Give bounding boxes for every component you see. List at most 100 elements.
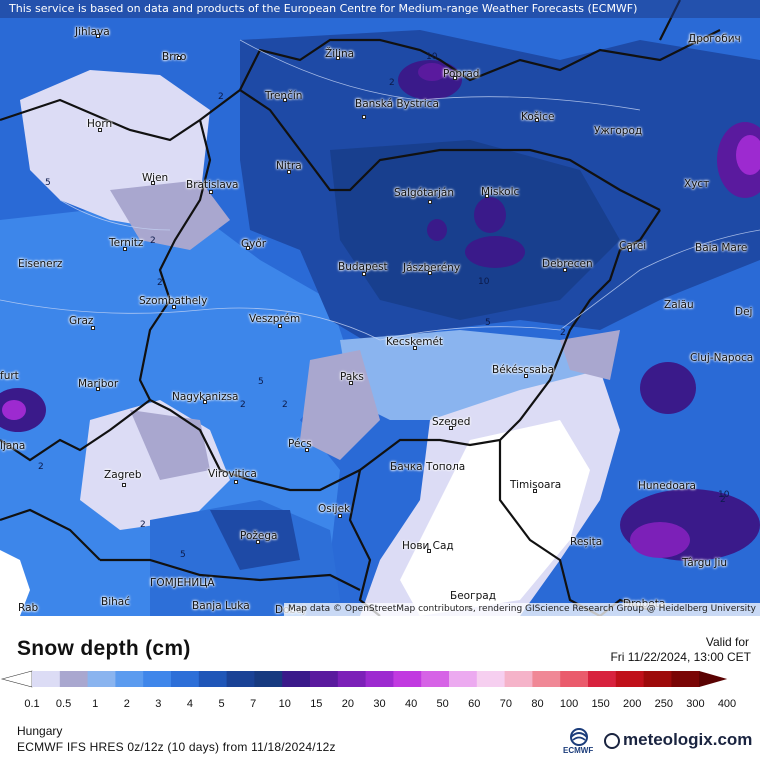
city-label: Carei bbox=[619, 240, 647, 252]
city-marker bbox=[151, 181, 155, 185]
city-marker bbox=[246, 246, 250, 250]
city-label: Békéscsaba bbox=[492, 364, 555, 376]
city-marker bbox=[362, 272, 366, 276]
city-label: Szombathely bbox=[139, 295, 208, 307]
scale-color-segment bbox=[560, 671, 589, 687]
city-marker bbox=[563, 268, 567, 272]
scale-color-segment bbox=[115, 671, 144, 687]
contour-value: 5 bbox=[258, 377, 264, 387]
scale-tick-label: 0.5 bbox=[55, 698, 72, 710]
city-label: Eisenerz bbox=[18, 258, 63, 270]
scale-tick-label: 40 bbox=[404, 698, 418, 710]
city-marker bbox=[449, 426, 453, 430]
scale-color-segment bbox=[198, 671, 228, 687]
meteologix-logo-icon bbox=[604, 733, 620, 749]
scale-tick-label: 250 bbox=[654, 698, 673, 710]
city-label: Reșița bbox=[570, 536, 603, 548]
city-label: Győr bbox=[241, 238, 267, 250]
city-marker bbox=[287, 170, 291, 174]
city-label: Bratislava bbox=[186, 179, 239, 191]
city-marker bbox=[336, 56, 340, 60]
city-marker bbox=[428, 271, 432, 275]
scale-tick-label: 200 bbox=[623, 698, 642, 710]
scale-color-segment bbox=[59, 671, 89, 687]
scale-tick-label: 100 bbox=[559, 698, 579, 710]
city-marker bbox=[485, 194, 489, 198]
legend-panel bbox=[0, 616, 760, 760]
scale-tick-label: 50 bbox=[436, 698, 449, 710]
snow-zone-15cm-salgo bbox=[427, 219, 447, 241]
city-marker bbox=[278, 324, 282, 328]
scale-color-segment bbox=[449, 671, 478, 687]
osm-attribution[interactable]: Map data © OpenStreetMap contributors, r… bbox=[284, 603, 760, 616]
snow-zone-30cm-carpathians bbox=[630, 522, 690, 558]
city-marker bbox=[177, 56, 181, 60]
city-marker bbox=[122, 483, 126, 487]
city-marker bbox=[428, 200, 432, 204]
city-label: Бачка Топола bbox=[390, 461, 466, 473]
contour-value: 2 bbox=[150, 236, 156, 246]
scale-tick-label: 20 bbox=[341, 698, 355, 710]
map-canvas bbox=[0, 0, 760, 616]
snow-zone-1cm-bekes bbox=[560, 330, 620, 380]
city-label: Zalău bbox=[664, 299, 694, 311]
scale-color-segment bbox=[337, 671, 367, 687]
city-label: Rab bbox=[18, 602, 39, 614]
contour-lines bbox=[0, 39, 760, 341]
city-marker bbox=[628, 248, 632, 252]
city-label: Horn bbox=[87, 118, 113, 130]
scale-color-segment bbox=[615, 671, 645, 687]
legend-title: Snow depth (cm) bbox=[17, 637, 191, 660]
scale-tick-label: 5 bbox=[218, 698, 225, 710]
city-marker bbox=[413, 346, 417, 350]
city-marker bbox=[427, 549, 431, 553]
snow-zone-20cm-tatra bbox=[418, 63, 446, 81]
scale-tick-label: 30 bbox=[373, 698, 386, 710]
contour-value: 10 bbox=[478, 277, 490, 287]
city-label: Târgu Jiu bbox=[682, 557, 728, 569]
contour-value: 10 bbox=[426, 52, 438, 62]
scale-color-segment bbox=[254, 671, 283, 687]
valid-for-label: Valid for bbox=[705, 635, 749, 649]
ecmwf-logo-icon bbox=[570, 728, 588, 746]
scale-tick-label: 7 bbox=[250, 698, 257, 710]
contour-value: 2 bbox=[720, 495, 726, 505]
scale-color-segment bbox=[504, 671, 533, 687]
city-label: Cluj-Napoca bbox=[690, 352, 754, 364]
contour-value: 2 bbox=[218, 92, 224, 102]
scale-arrow-left bbox=[0, 670, 33, 688]
city-marker bbox=[96, 34, 100, 38]
city-label: Banja Luka bbox=[192, 600, 250, 612]
scale-tick-label: 400 bbox=[717, 698, 737, 710]
contour-value: 5 bbox=[485, 318, 491, 328]
scale-color-segment bbox=[226, 671, 255, 687]
meteologix-logo[interactable]: meteologix.com bbox=[605, 730, 752, 750]
contour-value: 2 bbox=[560, 328, 566, 338]
city-label: Hunedoara bbox=[638, 480, 696, 492]
city-marker bbox=[362, 115, 366, 119]
city-label: Jihlava bbox=[75, 26, 110, 38]
city-label: Žilina bbox=[325, 48, 355, 60]
ecmwf-logo-text: ECMWF bbox=[563, 746, 594, 755]
contour-value: 2 bbox=[157, 278, 163, 288]
city-label: Veszprém bbox=[249, 313, 301, 325]
region-name: Hungary bbox=[17, 724, 63, 738]
city-marker bbox=[96, 387, 100, 391]
scale-tick-label: 4 bbox=[186, 698, 194, 710]
city-label: ГОМЈЕНИЦА bbox=[150, 577, 215, 589]
city-marker bbox=[453, 76, 457, 80]
city-label: Ужгород bbox=[594, 125, 643, 137]
snow-depth-map[interactable]: Jihlava Brno Žilina Poprad Дрогобич Trenčín Ba… bbox=[0, 0, 760, 616]
snow-zone-15cm-miskolc bbox=[474, 197, 506, 233]
model-info: ECMWF IFS HRES 0z/12z (10 days) from 11/… bbox=[17, 740, 336, 754]
city-label: Paks bbox=[340, 371, 364, 383]
city-label: Brno bbox=[162, 51, 187, 63]
contour-value: 2 bbox=[140, 520, 146, 530]
scale-color-segment bbox=[171, 671, 200, 687]
city-label: Banská Bystrica bbox=[355, 98, 439, 110]
scale-tick-label: 2 bbox=[123, 698, 130, 710]
city-label: Timișoara bbox=[510, 479, 562, 491]
city-label: Graz bbox=[69, 315, 94, 327]
snow-zone-7cm-pozega bbox=[210, 510, 300, 570]
city-marker bbox=[533, 489, 537, 493]
